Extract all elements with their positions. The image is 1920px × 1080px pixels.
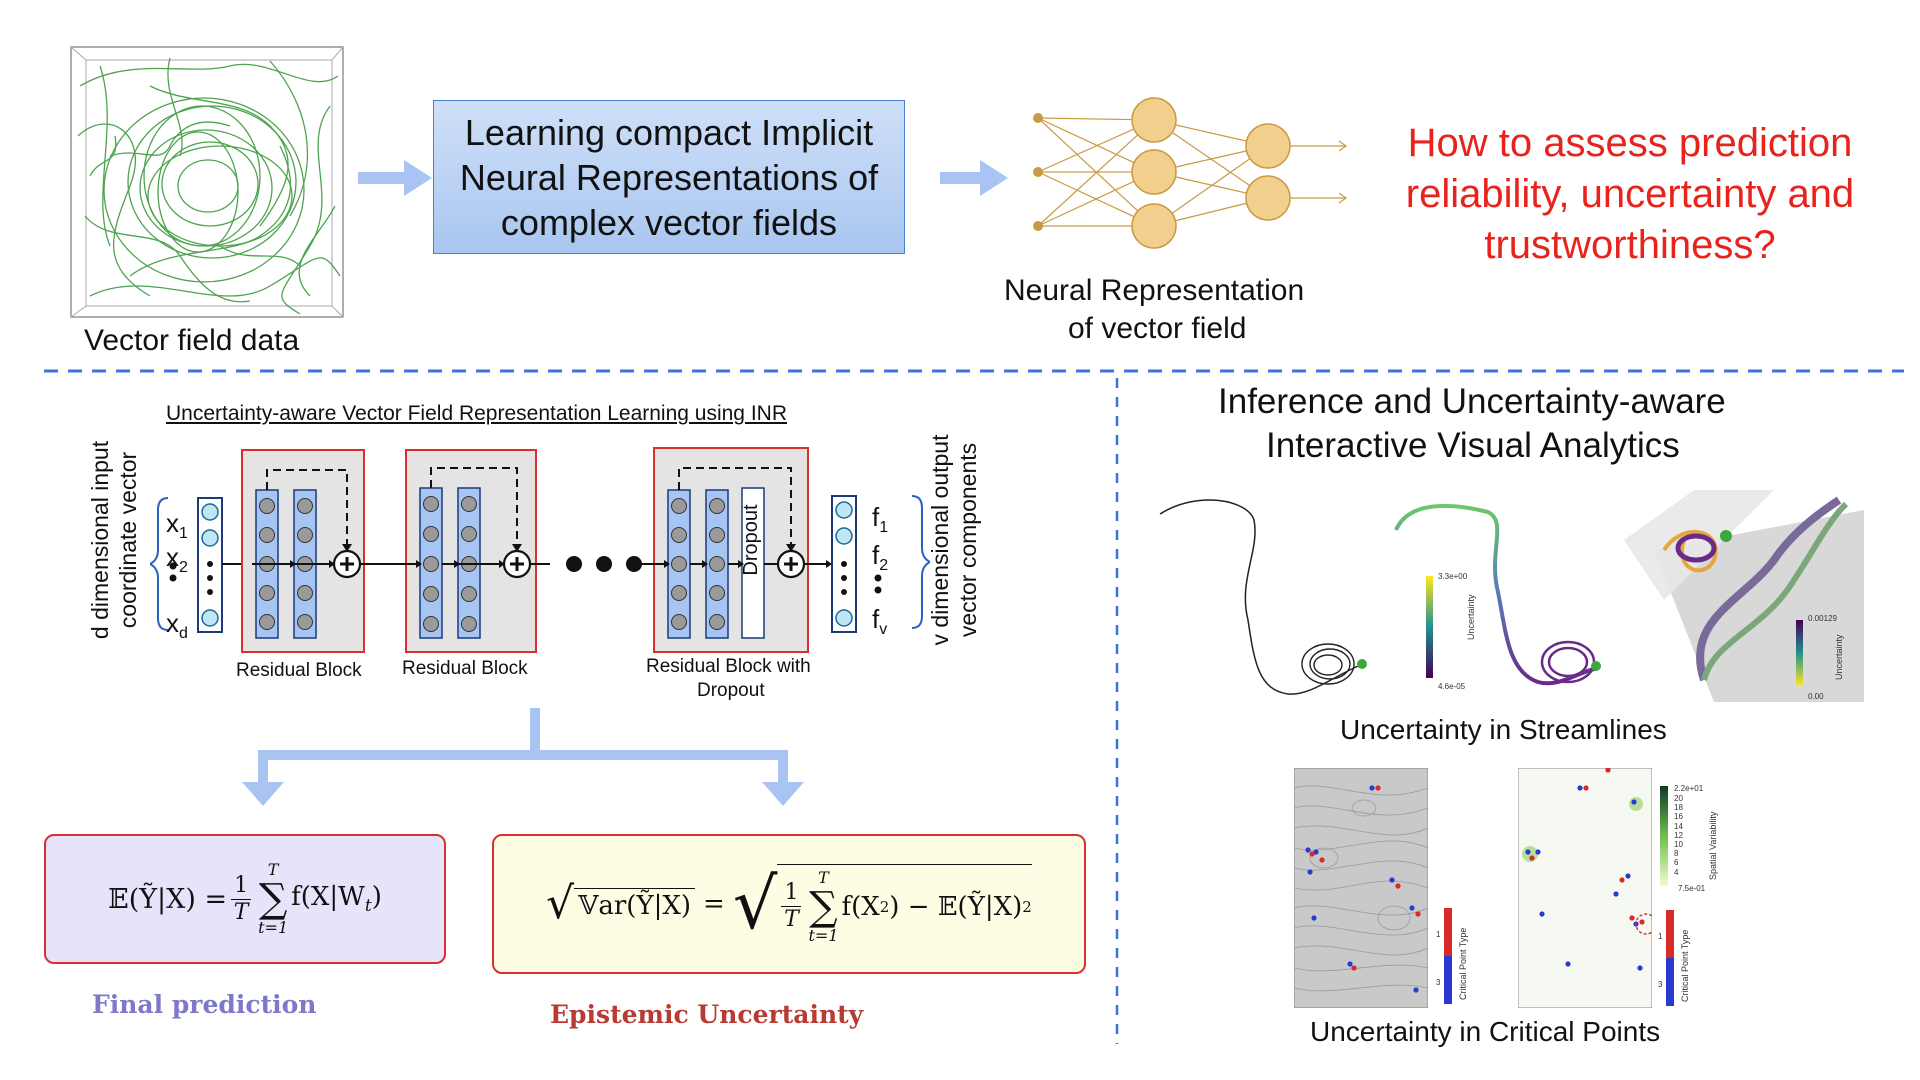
split-arrow xyxy=(242,708,804,806)
final-prediction-label: Final prediction xyxy=(92,990,317,1019)
neural-rep-label-line2: of vector field xyxy=(1068,312,1247,345)
input-x1: x1 xyxy=(166,508,188,543)
sv-tick: 16 xyxy=(1674,812,1683,822)
unc-eq: = xyxy=(703,889,725,919)
output-label: v dimensional output vector components xyxy=(926,400,986,680)
epistemic-label: Epistemic Uncertainty xyxy=(550,1000,864,1029)
sv-ticks: 20 18 16 14 12 10 8 6 4 xyxy=(1674,794,1694,877)
right-panel-title-line2: Interactive Visual Analytics xyxy=(1266,426,1680,465)
sv-min: 7.5e-01 xyxy=(1678,884,1706,893)
neural-network-icon xyxy=(1033,97,1348,249)
colorbar2-max: 0.00129 xyxy=(1808,614,1837,623)
sv-tick: 18 xyxy=(1674,803,1683,813)
critical-points-image-2 xyxy=(1518,768,1652,1008)
critical-points-image-1 xyxy=(1294,768,1428,1008)
architecture-title: Uncertainty-aware Vector Field Represent… xyxy=(166,402,787,425)
vector-field-label: Vector field data xyxy=(84,324,300,357)
right-panel-title-line1: Inference and Uncertainty-aware xyxy=(1218,382,1726,421)
streamlines-label: Uncertainty in Streamlines xyxy=(1340,714,1667,745)
vector-field-image xyxy=(70,46,344,318)
block3-label-line2: Dropout xyxy=(697,680,765,701)
colorbar2-title: Uncertainty xyxy=(1834,634,1844,680)
sv-title: Spatial Variability xyxy=(1708,811,1718,880)
sv-tick: 4 xyxy=(1674,867,1679,877)
pred-lhs: 𝔼(Ỹ|X) = xyxy=(108,883,228,915)
colorbar1-max: 3.3e+00 xyxy=(1438,572,1468,581)
colorbar1-title: Uncertainty xyxy=(1466,594,1476,640)
streamline-image-2 xyxy=(1394,503,1601,686)
cp-bar-2 xyxy=(1666,910,1674,1006)
sv-tick: 20 xyxy=(1674,794,1683,803)
output-fv: fv xyxy=(872,604,888,639)
cp-bar-1-label-3: 3 xyxy=(1436,978,1441,987)
sv-max: 2.2e+01 xyxy=(1674,784,1704,793)
input-label-line2: coordinate vector xyxy=(115,451,141,629)
output-f2: f2 xyxy=(872,540,889,575)
arrow-right-1 xyxy=(358,160,432,196)
arrow-right-2 xyxy=(940,160,1008,196)
colorbar1-min: 4.6e-05 xyxy=(1438,682,1466,691)
input-x2: x2 xyxy=(166,542,188,577)
sv-colorbar xyxy=(1660,786,1668,886)
pred-sum: T ∑ t=1 xyxy=(258,860,289,937)
main-title-box: Learning compact Implicit Neural Represe… xyxy=(433,100,905,254)
input-xd: xd xyxy=(166,608,188,643)
dashed-divider-horizontal xyxy=(44,369,1904,373)
sv-tick: 12 xyxy=(1674,830,1683,840)
input-label-line1: d dimensional input xyxy=(87,440,113,640)
cp-bar-1-title: Critical Point Type xyxy=(1458,927,1468,1000)
cp-bar-2-label-3: 3 xyxy=(1658,980,1663,989)
question-text: How to assess prediction reliability, un… xyxy=(1405,121,1855,267)
dashed-divider-vertical xyxy=(1115,378,1119,1044)
cp-bar-1 xyxy=(1444,908,1452,1004)
input-label: d dimensional input coordinate vector xyxy=(86,400,146,680)
sv-tick: 6 xyxy=(1674,858,1679,868)
neural-rep-label-line1: Neural Representation xyxy=(1004,274,1305,307)
vector-field-panel xyxy=(70,46,344,318)
unc-lhs: 𝕍ar(Ỹ|X) xyxy=(574,887,696,921)
colorbar2-min: 0.00 xyxy=(1808,692,1824,701)
output-label-line2: vector components xyxy=(955,442,981,638)
output-label-line1: v dimensional output xyxy=(927,434,953,646)
cp-bar-2-title: Critical Point Type xyxy=(1680,929,1690,1002)
block3-label-line1: Residual Block with xyxy=(646,656,811,677)
sv-tick: 8 xyxy=(1674,849,1679,859)
architecture-diagram xyxy=(150,447,930,653)
output-f1: f1 xyxy=(872,502,889,537)
sv-tick: 10 xyxy=(1674,840,1683,850)
dropout-label: Dropout xyxy=(740,504,762,576)
streamline-image-1 xyxy=(1159,499,1367,695)
streamline-image-3 xyxy=(1624,490,1864,702)
sv-tick: 14 xyxy=(1674,821,1683,831)
critical-points-label: Uncertainty in Critical Points xyxy=(1310,1016,1661,1047)
block1-label: Residual Block xyxy=(236,660,362,681)
pred-rhs: f(X|Wt) xyxy=(291,881,382,917)
cp-bar-2-label-1: 1 xyxy=(1658,932,1663,941)
block2-label: Residual Block xyxy=(402,658,528,679)
cp-bar-1-label-1: 1 xyxy=(1436,930,1441,939)
